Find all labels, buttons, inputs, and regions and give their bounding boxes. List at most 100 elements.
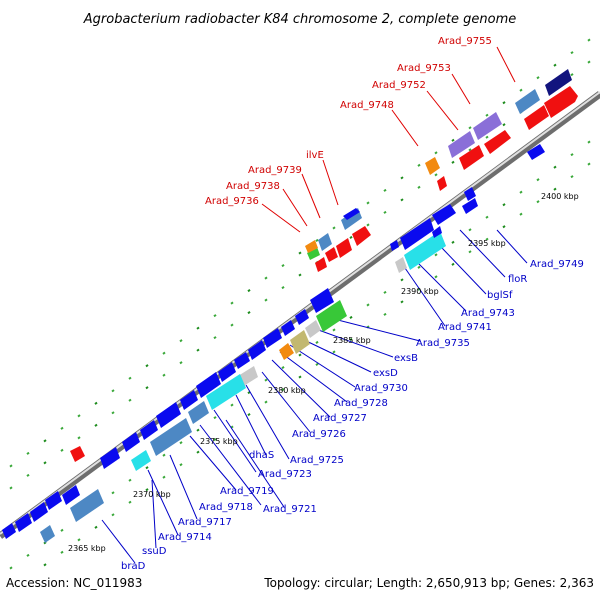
guide-dot <box>247 289 251 293</box>
tick-label: 2370 kbp <box>133 490 171 499</box>
gene-label: Arad_9721 <box>263 504 317 515</box>
tick-label: 2400 kbp <box>541 192 579 201</box>
guide-dot <box>468 148 472 152</box>
guide-dot <box>26 553 30 557</box>
guide-dot <box>264 298 268 302</box>
guide-dot <box>162 351 166 355</box>
gene-label: Arad_9726 <box>292 429 346 440</box>
guide-dot <box>298 353 302 357</box>
guide-dot <box>383 188 387 192</box>
guide-dot <box>179 361 183 365</box>
gene-label: Arad_9730 <box>354 383 408 394</box>
guide-dot <box>9 486 13 490</box>
gene-label: exsD <box>373 368 398 379</box>
gene-block <box>336 238 352 258</box>
guide-dot <box>213 314 217 318</box>
guide-dot <box>366 223 370 227</box>
guide-dot <box>94 423 98 427</box>
guide-dot <box>60 426 64 430</box>
guide-dot <box>519 212 523 216</box>
gene-label: bglSf <box>487 290 513 301</box>
gene-label: braD <box>121 561 146 572</box>
gene-label: Arad_9739 <box>248 165 302 176</box>
gene-block <box>290 330 310 354</box>
accession-text: Accession: NC_011983 <box>6 576 142 590</box>
guide-dot <box>281 365 285 370</box>
guide-dot <box>60 550 64 554</box>
guide-dot <box>281 263 285 268</box>
gene-block <box>545 69 572 96</box>
gene-block <box>459 145 484 170</box>
guide-dot <box>162 475 166 479</box>
gene-label: Arad_9748 <box>340 100 394 111</box>
guide-dot <box>43 563 47 567</box>
guide-dot <box>400 278 404 282</box>
guide-dot <box>536 76 540 80</box>
gene-block <box>234 352 250 369</box>
gene-label: Arad_9719 <box>220 486 274 497</box>
guide-dot <box>196 348 200 352</box>
gene-label: Arad_9755 <box>438 36 492 47</box>
gene-block <box>527 144 545 160</box>
guide-dot <box>451 262 455 266</box>
bottom-gene-labels: Arad_9749 floR bglSf Arad_9743 Arad_9741… <box>121 259 584 572</box>
gene-block <box>316 300 347 332</box>
gene-block <box>150 418 192 456</box>
guide-dot <box>145 466 149 470</box>
guide-dot <box>383 312 387 316</box>
gene-block <box>122 432 140 452</box>
gene-block <box>263 328 282 348</box>
guide-dot <box>315 238 319 243</box>
gene-features <box>2 69 578 543</box>
guide-dot <box>451 240 455 244</box>
guide-dot <box>536 200 540 204</box>
gene-block <box>425 157 440 175</box>
gene-label: Arad_9749 <box>530 259 584 270</box>
gene-block <box>524 105 549 130</box>
gene-block <box>307 247 320 260</box>
gene-block <box>484 130 511 154</box>
guide-dot <box>281 387 285 392</box>
guide-dot <box>9 464 13 468</box>
gene-block <box>30 502 48 522</box>
guide-dot <box>536 178 540 182</box>
guide-dot <box>332 350 336 354</box>
gene-block <box>390 240 399 251</box>
guide-dot <box>570 153 574 157</box>
guide-dot <box>417 265 421 269</box>
guide-dot <box>179 339 183 343</box>
guide-dot <box>468 250 472 254</box>
guide-dot <box>383 290 387 294</box>
guide-dot <box>587 60 591 64</box>
guide-dot <box>111 411 115 415</box>
gene-block <box>295 309 309 325</box>
guide-dot <box>502 123 506 127</box>
guide-dot <box>298 375 302 379</box>
guide-dot <box>349 315 353 319</box>
guide-dot <box>434 275 438 279</box>
guide-dot <box>111 513 115 517</box>
guide-dot <box>128 478 132 482</box>
guide-dot <box>417 185 421 189</box>
guide-dot <box>451 138 455 142</box>
guide-dot <box>519 190 523 194</box>
top-leader-lines <box>261 46 516 233</box>
gene-label: Arad_9735 <box>416 338 470 349</box>
gene-block <box>2 523 16 539</box>
guide-dot <box>502 203 506 207</box>
coordinate-ticks: 2365 kbp 2370 kbp 2375 kbp 2380 kbp 2385… <box>68 192 579 553</box>
gene-block <box>70 446 85 462</box>
guide-dot <box>485 135 489 139</box>
guide-dot <box>196 428 200 432</box>
guide-dot <box>553 63 557 67</box>
guide-dot <box>77 538 81 542</box>
gene-block <box>156 402 181 428</box>
gene-block <box>140 420 158 440</box>
gene-block <box>544 86 578 118</box>
gene-label: Arad_9723 <box>258 469 312 480</box>
guide-dot <box>145 364 149 368</box>
gene-block <box>196 372 221 398</box>
guide-dot <box>434 173 438 177</box>
tick-label: 2395 kbp <box>468 239 506 248</box>
